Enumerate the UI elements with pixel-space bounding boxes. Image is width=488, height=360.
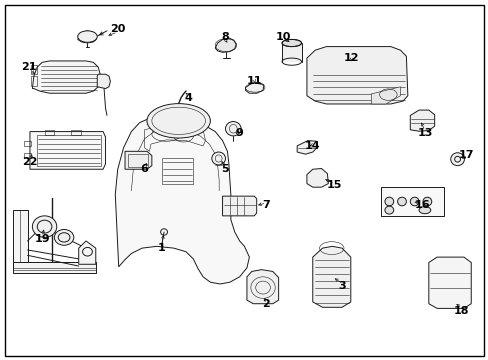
- Text: 1: 1: [158, 243, 165, 253]
- Ellipse shape: [450, 153, 464, 166]
- Text: 12: 12: [344, 53, 359, 63]
- Text: 18: 18: [453, 306, 468, 316]
- Polygon shape: [78, 31, 96, 43]
- Text: 8: 8: [221, 32, 228, 41]
- Polygon shape: [125, 151, 152, 169]
- Ellipse shape: [32, 216, 57, 237]
- Text: 9: 9: [235, 129, 243, 138]
- Ellipse shape: [225, 122, 241, 136]
- Ellipse shape: [409, 197, 418, 206]
- Text: 20: 20: [110, 24, 125, 35]
- Polygon shape: [306, 168, 328, 187]
- Polygon shape: [306, 46, 407, 104]
- Polygon shape: [30, 132, 105, 169]
- Text: 22: 22: [22, 157, 38, 167]
- Polygon shape: [245, 82, 264, 93]
- Text: 13: 13: [416, 129, 432, 138]
- Polygon shape: [428, 257, 470, 309]
- Ellipse shape: [147, 104, 210, 138]
- Text: 16: 16: [414, 200, 429, 210]
- Text: 3: 3: [338, 281, 345, 291]
- Bar: [380, 187, 444, 216]
- Polygon shape: [215, 38, 236, 52]
- Text: 17: 17: [458, 150, 473, 160]
- Polygon shape: [79, 241, 96, 264]
- Text: 11: 11: [246, 76, 262, 86]
- Ellipse shape: [211, 152, 225, 165]
- Polygon shape: [13, 262, 96, 273]
- Polygon shape: [222, 196, 256, 216]
- Text: 7: 7: [262, 200, 270, 210]
- Text: 4: 4: [184, 93, 192, 103]
- Polygon shape: [312, 246, 350, 307]
- Polygon shape: [13, 211, 27, 262]
- Ellipse shape: [397, 197, 406, 206]
- Text: 14: 14: [305, 141, 320, 151]
- Polygon shape: [282, 43, 302, 62]
- Text: 21: 21: [21, 62, 37, 72]
- Ellipse shape: [422, 197, 431, 206]
- Ellipse shape: [54, 229, 74, 245]
- Polygon shape: [370, 87, 400, 104]
- Polygon shape: [297, 140, 317, 154]
- Ellipse shape: [384, 206, 393, 214]
- Polygon shape: [97, 74, 110, 89]
- Text: 10: 10: [275, 32, 290, 41]
- Polygon shape: [409, 110, 434, 131]
- Ellipse shape: [78, 31, 97, 42]
- Ellipse shape: [384, 197, 393, 206]
- Polygon shape: [115, 116, 249, 284]
- Text: 15: 15: [326, 180, 342, 190]
- Text: 6: 6: [141, 164, 148, 174]
- Text: 19: 19: [34, 234, 50, 244]
- Ellipse shape: [418, 207, 430, 214]
- Ellipse shape: [282, 40, 301, 46]
- Polygon shape: [246, 270, 278, 304]
- Text: 2: 2: [262, 299, 270, 309]
- Text: 5: 5: [221, 164, 228, 174]
- Polygon shape: [32, 61, 101, 93]
